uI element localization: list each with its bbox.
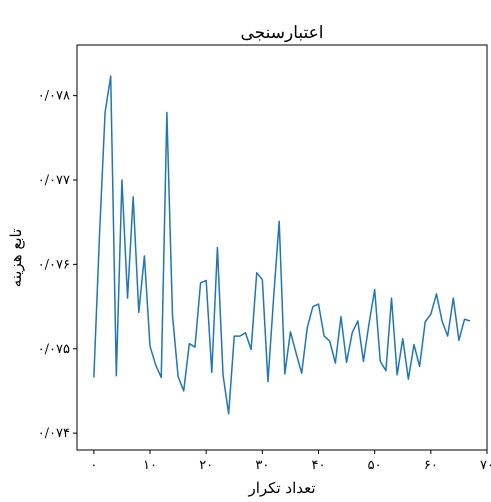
y-tick-label: ۰/۰۷۶ [38, 257, 70, 272]
x-tick-label: ۰ [90, 458, 97, 473]
series-line [93, 75, 471, 415]
x-tick-label: ۴۰ [312, 458, 326, 473]
y-axis: ۰/۰۷۴ ۰/۰۷۵ ۰/۰۷۶ ۰/۰۷۷ ۰/۰۷۸ [38, 89, 77, 441]
x-tick-label: ۷۰ [480, 458, 491, 473]
y-tick-label: ۰/۰۷۴ [38, 426, 70, 441]
x-tick-label: ۱۰ [143, 458, 157, 473]
y-tick-label: ۰/۰۷۷ [38, 173, 70, 188]
x-tick-label: ۲۰ [199, 458, 213, 473]
y-axis-label: تابع هزینه [7, 229, 25, 288]
plot-frame [76, 44, 488, 451]
y-tick-label: ۰/۰۷۸ [38, 89, 70, 104]
x-axis: ۰ ۱۰ ۲۰ ۳۰ ۴۰ ۵۰ ۶۰ ۷۰ [90, 450, 491, 473]
chart-title: اعتبارسنجی [240, 23, 323, 43]
x-tick-label: ۶۰ [424, 458, 438, 473]
y-tick-label: ۰/۰۷۵ [38, 342, 70, 357]
x-axis-label: تعداد تکرار [247, 479, 315, 497]
x-tick-label: ۳۰ [255, 458, 269, 473]
x-tick-label: ۵۰ [368, 458, 382, 473]
